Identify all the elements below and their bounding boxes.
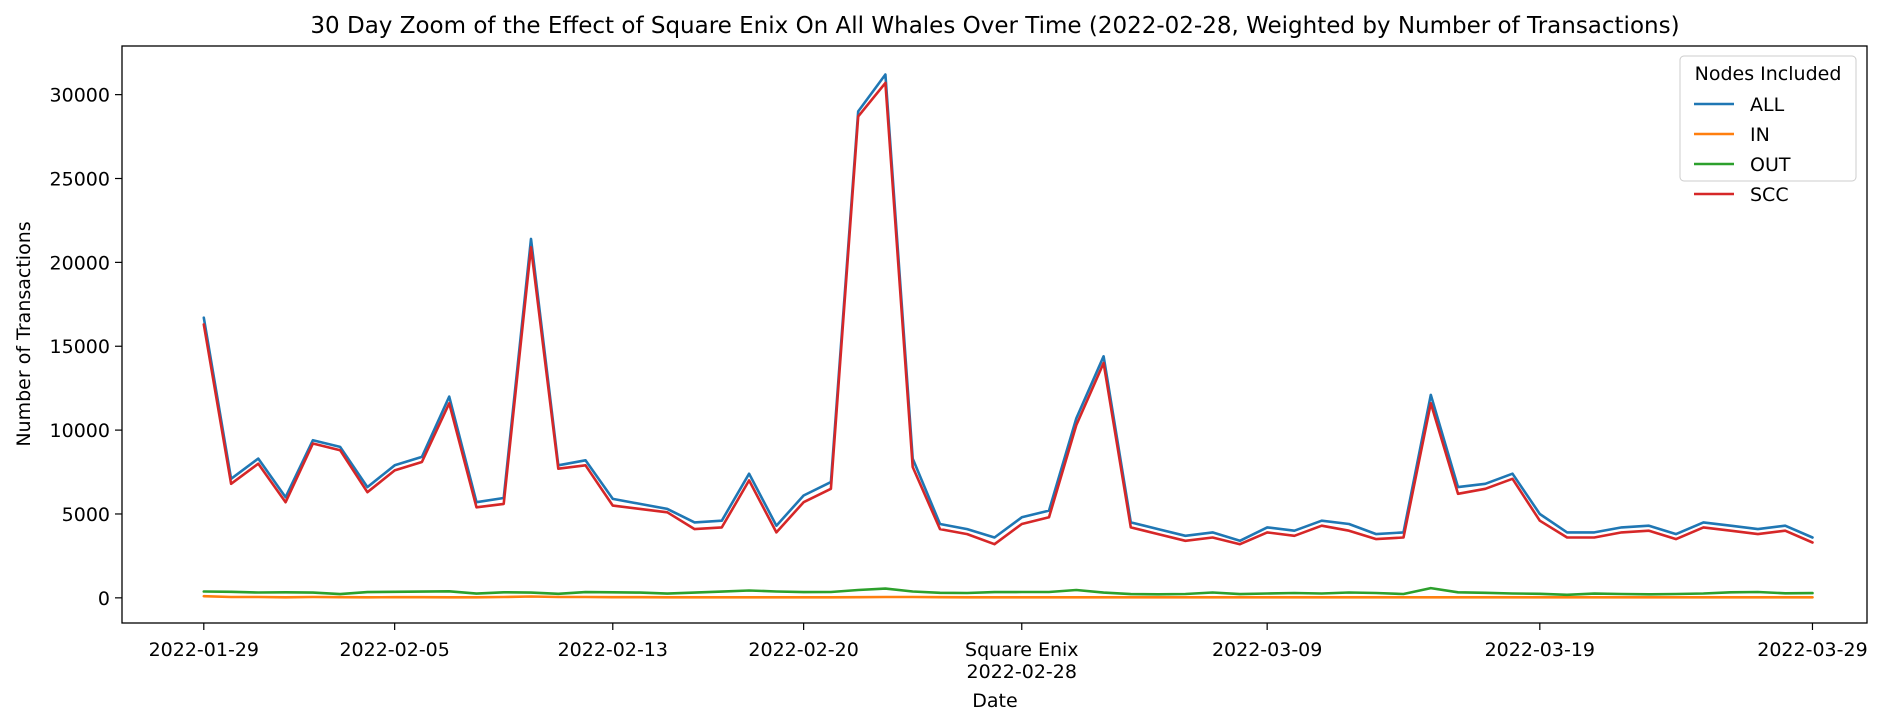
chart-title: 30 Day Zoom of the Effect of Square Enix… <box>310 13 1679 39</box>
x-axis-title: Date <box>972 690 1017 712</box>
x-tick-label: 2022-03-09 <box>1212 639 1322 661</box>
plot-frame <box>121 45 1868 624</box>
series-line-in <box>202 594 1814 599</box>
legend-label-in: IN <box>1750 124 1770 146</box>
series-line-all <box>202 73 1814 543</box>
y-tick-label: 10000 <box>50 420 110 442</box>
x-tick-label: 2022-03-19 <box>1485 639 1595 661</box>
legend-label-out: OUT <box>1750 154 1791 176</box>
series-line-scc <box>202 81 1814 546</box>
legend-label-scc: SCC <box>1750 184 1789 206</box>
series-line-out <box>202 586 1814 597</box>
x-tick-label: 2022-02-05 <box>339 639 449 661</box>
x-axis: 2022-01-29 2022-02-05 2022-02-13 2022-02-20… <box>149 623 1868 683</box>
legend-box <box>1679 55 1857 182</box>
series-lines <box>202 73 1814 599</box>
y-axis-title: Number of Transactions <box>13 221 35 446</box>
legend-title: Nodes Included <box>1695 63 1842 85</box>
legend-label-all: ALL <box>1750 94 1785 116</box>
legend: Nodes Included ALL IN OUT SCC <box>1679 55 1857 206</box>
x-tick-label: 2022-02-20 <box>748 639 858 661</box>
x-tick-label: 2022-01-29 <box>149 639 259 661</box>
x-tick-label: 2022-03-29 <box>1757 639 1867 661</box>
y-tick-label: 20000 <box>50 252 110 274</box>
y-tick-label: 30000 <box>50 85 110 107</box>
x-tick-label: 2022-02-28 <box>967 661 1077 683</box>
y-tick-label: 25000 <box>50 169 110 191</box>
y-tick-label: 0 <box>98 588 110 610</box>
y-axis: 0 5000 10000 15000 20000 25000 30000 <box>50 85 122 610</box>
x-tick-label: 2022-02-13 <box>558 639 668 661</box>
y-tick-label: 15000 <box>50 336 110 358</box>
event-label: Square Enix <box>965 639 1079 661</box>
y-tick-label: 5000 <box>62 504 110 526</box>
